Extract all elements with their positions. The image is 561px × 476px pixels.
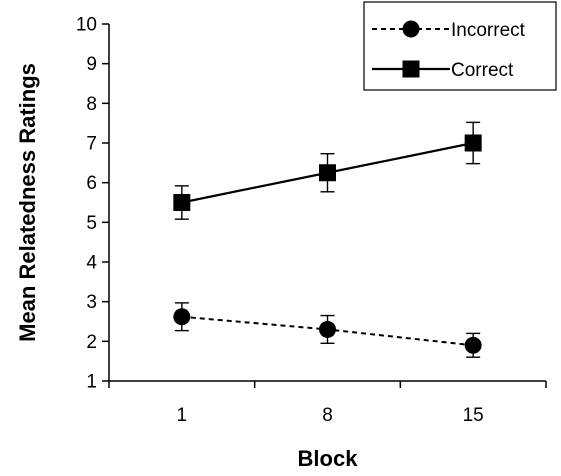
y-tick-label: 8: [86, 94, 97, 115]
data-point: [464, 134, 482, 152]
data-point: [173, 194, 191, 211]
y-tick-label: 10: [76, 15, 97, 36]
x-axis-title: Block: [298, 446, 359, 471]
series-correct: [173, 121, 482, 220]
plot-area: [173, 121, 482, 358]
x-axis-ticks: 1 8 15: [108, 381, 547, 426]
x-tick-label: 15: [463, 405, 484, 426]
y-axis-title: Mean Relatedness Ratings: [15, 63, 40, 342]
y-tick-label: 7: [86, 134, 97, 155]
y-tick-label: 4: [86, 253, 97, 274]
y-axis-ticks: 1 2 3 4 5 6 7 8 9 10: [76, 15, 109, 393]
series-incorrect: [173, 302, 482, 358]
y-tick-label: 5: [86, 213, 97, 234]
legend-label: Incorrect: [451, 20, 526, 41]
y-tick-label: 3: [86, 292, 97, 313]
x-tick-label: 8: [322, 405, 333, 426]
legend-marker: [402, 20, 420, 38]
y-tick-label: 2: [86, 332, 97, 353]
legend: Incorrect Correct: [363, 1, 557, 91]
legend-box: [363, 1, 557, 91]
data-point: [319, 320, 336, 338]
legend-marker: [402, 60, 420, 78]
y-tick-label: 1: [86, 372, 97, 393]
data-point: [173, 308, 191, 326]
data-point: [464, 336, 482, 354]
y-tick-label: 9: [86, 54, 97, 75]
x-tick-label: 1: [177, 405, 188, 426]
data-point: [319, 164, 336, 182]
legend-label: Correct: [451, 60, 514, 81]
y-tick-label: 6: [86, 173, 97, 194]
